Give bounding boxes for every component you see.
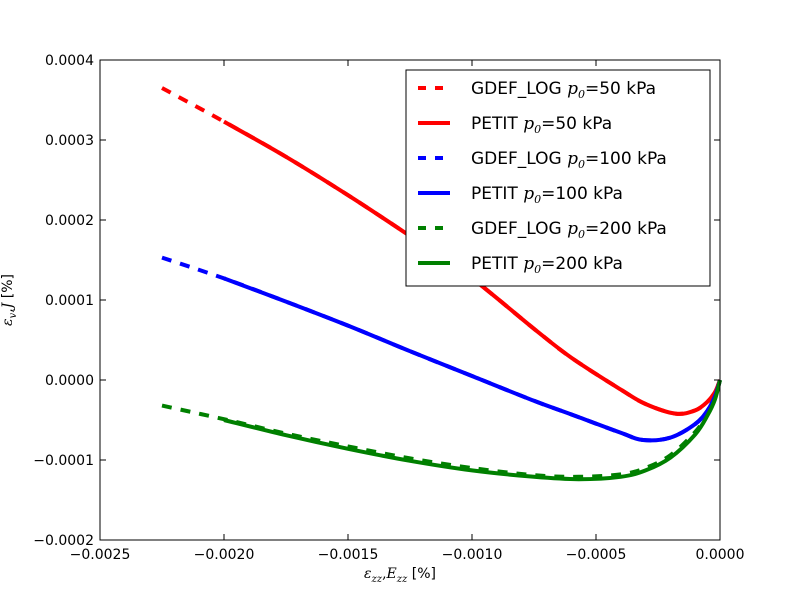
- y-axis-label-sep: ,: [0, 308, 16, 312]
- x-tick-label: −0.0015: [318, 547, 379, 563]
- series-layer: [161, 86, 722, 482]
- x-axis-label-a: ε: [364, 566, 372, 582]
- legend-label-3: PETIT p0=100 kPa: [471, 184, 623, 206]
- x-tick-label: −0.0005: [566, 547, 627, 563]
- y-tick-label: 0.0001: [45, 293, 94, 309]
- y-tick-label: 0.0003: [45, 133, 94, 149]
- y-axis-label-unit: [%]: [0, 274, 16, 303]
- y-tick-label: −0.0002: [33, 533, 94, 549]
- y-tick-label: 0.0002: [45, 213, 94, 229]
- x-axis-label-b: E: [386, 566, 397, 582]
- legend-label-5: PETIT p0=200 kPa: [471, 254, 623, 276]
- x-axis-ticks: −0.0025 −0.0020 −0.0015 −0.0010 −0.0005 0.000…: [70, 60, 745, 563]
- y-axis-label-b: J: [0, 301, 16, 311]
- legend-label-4: GDEF_LOG p0=200 kPa: [471, 219, 667, 241]
- x-tick-label: 0.0000: [696, 547, 745, 563]
- y-tick-label: 0.0004: [45, 53, 94, 69]
- x-tick-label: −0.0025: [70, 547, 131, 563]
- legend-label-1: PETIT p0=50 kPa: [471, 114, 612, 136]
- legend-entries: GDEF_LOG p0=50 kPa PETIT p0=50 kPa GDEF_LO…: [418, 79, 667, 276]
- x-tick-label: −0.0020: [194, 547, 255, 563]
- series-line-1: [223, 119, 722, 416]
- legend: GDEF_LOG p0=50 kPa PETIT p0=50 kPa GDEF_LO…: [405, 69, 711, 287]
- series-line-5: [223, 379, 722, 482]
- y-axis-label-a-sub: v: [8, 312, 19, 318]
- y-tick-label: −0.0001: [33, 453, 94, 469]
- legend-box: [405, 69, 711, 287]
- legend-label-2: GDEF_LOG p0=100 kPa: [471, 149, 667, 171]
- x-axis-label-unit: [%]: [407, 566, 436, 582]
- x-axis-label-a-sub: zz: [371, 574, 383, 585]
- y-tick-label: 0.0000: [45, 373, 94, 389]
- x-axis-label-b-sub: zz: [396, 574, 408, 585]
- y-axis-label-a: ε: [0, 318, 16, 326]
- legend-label-0: GDEF_LOG p0=50 kPa: [471, 79, 656, 101]
- series-line-4: [161, 379, 722, 479]
- x-axis-label: εzz,Ezz [%]: [364, 566, 436, 585]
- y-axis-label: εv,J [%]: [0, 274, 19, 326]
- x-tick-label: −0.0010: [442, 547, 503, 563]
- x-axis-label-sep: ,: [382, 566, 386, 582]
- series-line-3: [223, 276, 722, 443]
- y-axis-ticks: −0.0002 −0.0001 0.0000 0.0001 0.0002 0.0003 0.…: [33, 53, 720, 549]
